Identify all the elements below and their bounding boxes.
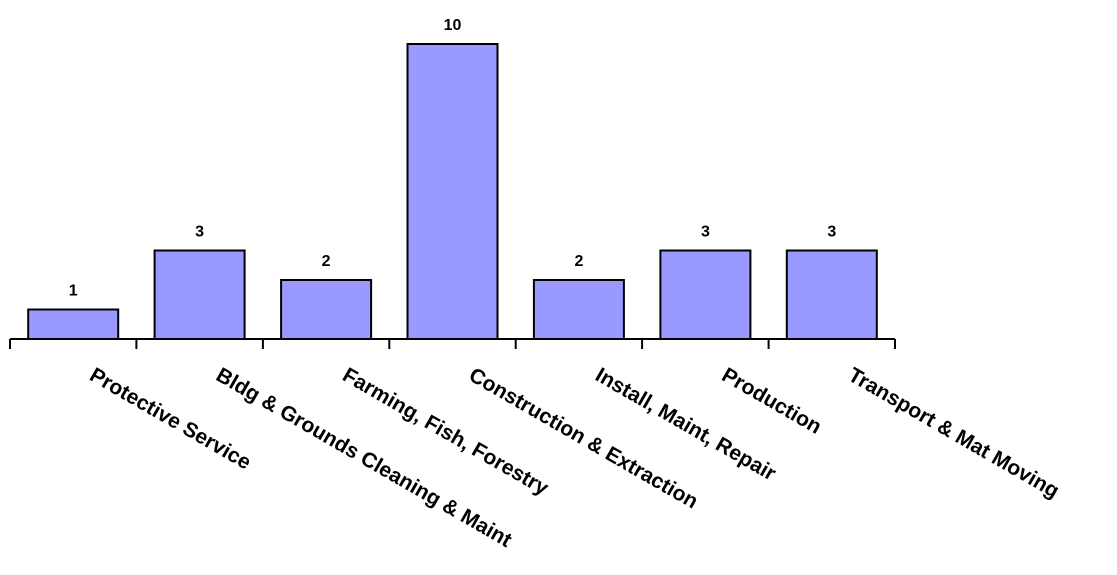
bar-2 [280, 279, 373, 340]
x-tick-label-5: Production [718, 363, 825, 438]
x-tick-label-3: Construction & Extraction [465, 363, 702, 513]
data-label-2: 2 [322, 253, 331, 270]
bar-0 [27, 308, 120, 340]
bar-4 [532, 279, 625, 340]
bar-6 [785, 249, 878, 340]
x-tick-label-6: Transport & Mat Moving [844, 363, 1063, 503]
bar-1 [153, 249, 246, 340]
bar-3 [406, 43, 499, 340]
x-tick-label-2: Farming, Fish, Forestry [339, 363, 553, 500]
bar-5 [659, 249, 752, 340]
data-label-6: 3 [827, 224, 836, 241]
bars-layer [27, 43, 878, 340]
data-label-5: 3 [701, 224, 710, 241]
value-labels-layer: 1 3 2 10 2 3 3 [69, 17, 837, 300]
x-axis [9, 338, 896, 349]
data-label-1: 3 [195, 224, 204, 241]
data-label-0: 1 [69, 283, 78, 300]
data-label-3: 10 [444, 17, 462, 34]
data-label-4: 2 [574, 253, 583, 270]
